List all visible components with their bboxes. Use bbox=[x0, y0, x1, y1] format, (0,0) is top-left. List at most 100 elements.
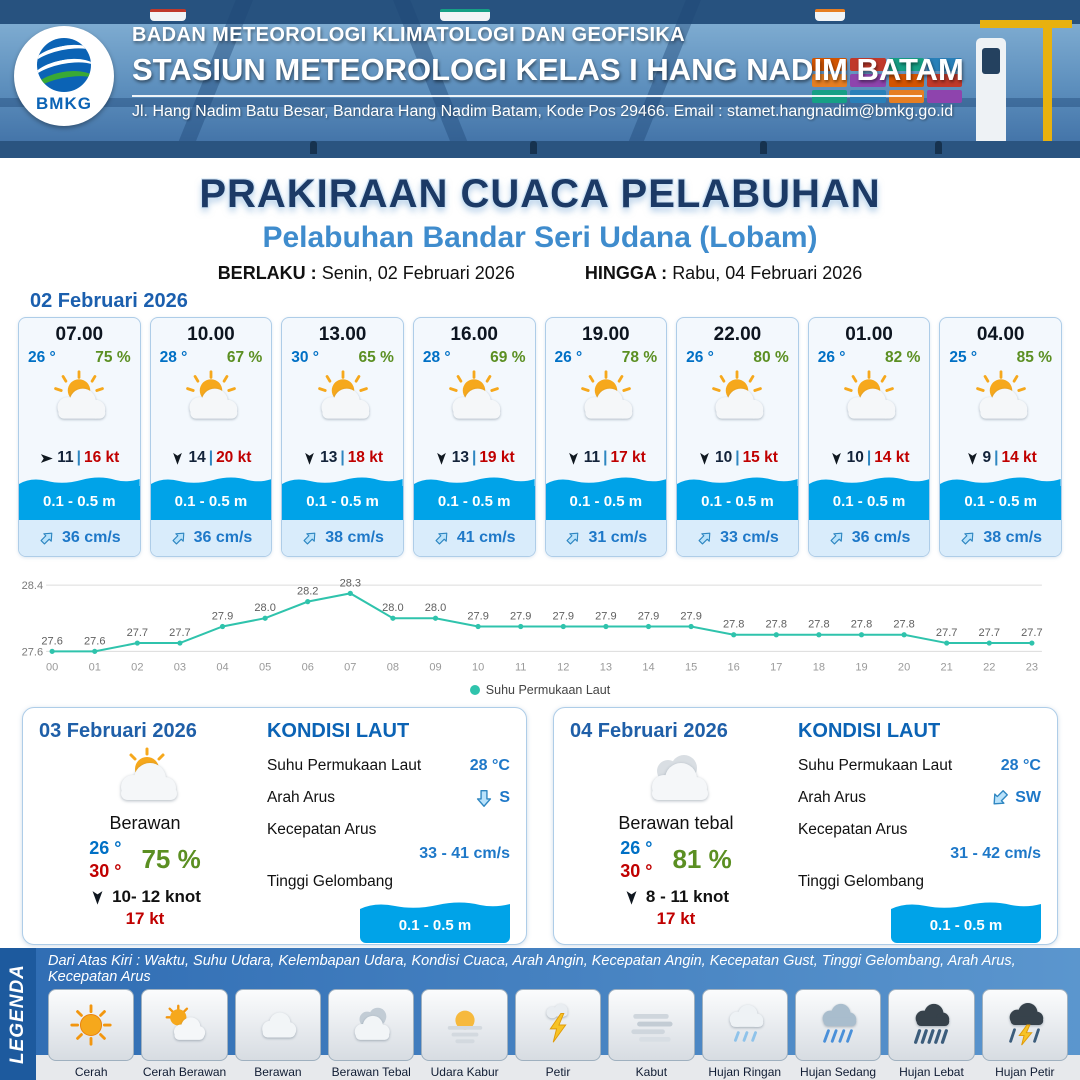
svg-text:27.8: 27.8 bbox=[808, 619, 829, 631]
gust-speed: 17 kt bbox=[610, 449, 646, 466]
daily-forecast-section: 03 Februari 2026 Berawan 26 ° 30 ° bbox=[22, 707, 1058, 946]
sun-cloud-icon bbox=[449, 370, 501, 419]
day-forecast-card: 03 Februari 2026 Berawan 26 ° 30 ° bbox=[22, 707, 527, 946]
wind-speed: 11 bbox=[57, 449, 74, 466]
temp-humidity-row: 26 ° 82 % bbox=[809, 346, 930, 367]
sun-cloud-icon bbox=[54, 370, 106, 419]
wind-direction-icon bbox=[170, 451, 185, 466]
wind-speed: 13 bbox=[451, 449, 469, 466]
wave-crest bbox=[545, 477, 667, 486]
wind-speed: 10 bbox=[846, 449, 864, 466]
sst-chart-section: 28.4 27.6 27.6 00 27.6 01 27.7 02 27.7 03 27.9 04 28… bbox=[20, 565, 1060, 697]
legend-section: LEGENDA Dari Atas Kiri : Waktu, Suhu Uda… bbox=[0, 948, 1080, 1080]
day-date: 04 Februari 2026 bbox=[570, 720, 728, 743]
current-direction-icon bbox=[297, 525, 322, 550]
hourly-forecast-card: 22.00 26 ° 80 % bbox=[676, 317, 799, 557]
day-weather-column: 03 Februari 2026 Berawan 26 ° 30 ° bbox=[39, 720, 251, 943]
svg-text:06: 06 bbox=[302, 661, 314, 673]
valid-label: BERLAKU : bbox=[217, 263, 317, 283]
svg-text:27.7: 27.7 bbox=[127, 627, 148, 639]
svg-text:27.8: 27.8 bbox=[893, 619, 914, 631]
chart-legend: Suhu Permukaan Laut bbox=[20, 683, 1060, 697]
temp-max: 30 ° bbox=[620, 860, 653, 881]
wind-info: 9 | 14 kt bbox=[940, 449, 1061, 474]
legend-item: Udara Kabur bbox=[421, 989, 508, 1080]
svg-text:27.8: 27.8 bbox=[766, 619, 787, 631]
header-banner: BMKG BADAN METEOROLOGI KLIMATOLOGI DAN G… bbox=[0, 0, 1080, 158]
svg-text:19: 19 bbox=[855, 661, 867, 673]
temp-humidity-row: 26 ° 80 % bbox=[677, 346, 798, 367]
wind-separator: | bbox=[76, 449, 81, 466]
svg-text:27.9: 27.9 bbox=[680, 610, 701, 622]
forecast-time: 07.00 bbox=[55, 324, 104, 345]
svg-text:05: 05 bbox=[259, 661, 271, 673]
sea-conditions-title: KONDISI LAUT bbox=[266, 720, 410, 743]
svg-text:18: 18 bbox=[813, 661, 825, 673]
day-temps: 26 ° 30 ° 75 % bbox=[39, 837, 251, 882]
current-speed: 41 cm/s bbox=[456, 529, 516, 546]
humidity-value: 82 % bbox=[885, 349, 921, 366]
humidity-value: 85 % bbox=[1016, 349, 1052, 366]
wave-height-value: 0.1 - 0.5 m bbox=[306, 493, 379, 510]
forecast-time: 22.00 bbox=[713, 324, 762, 345]
legend-item: Hujan Sedang bbox=[794, 989, 882, 1080]
wave-height-band: 0.1 - 0.5 m bbox=[19, 474, 140, 520]
humidity-value: 69 % bbox=[490, 349, 526, 366]
wave-height-value: 0.1 - 0.5 m bbox=[174, 493, 248, 510]
wave-height-band: 0.1 - 0.5 m bbox=[150, 474, 272, 520]
day-gust: 17 kt bbox=[125, 909, 165, 929]
humidity-value: 67 % bbox=[226, 349, 263, 366]
day-wind-speed: 8 - 11 knot bbox=[645, 887, 730, 907]
validity-period: BERLAKU : Senin, 02 Februari 2026 HINGGA… bbox=[0, 263, 1080, 284]
legend-item: Cerah bbox=[48, 989, 135, 1080]
fog-icon bbox=[631, 1013, 673, 1042]
svg-text:27.7: 27.7 bbox=[979, 627, 1000, 639]
temp-min: 26 ° bbox=[620, 838, 653, 859]
heavy-rain-icon bbox=[914, 1003, 950, 1044]
wave-height-value: 0.1 - 0.5 m bbox=[569, 493, 643, 510]
current-speed: 31 cm/s bbox=[588, 529, 648, 546]
svg-text:08: 08 bbox=[387, 661, 399, 673]
light-rain-icon bbox=[729, 1004, 763, 1042]
legend-item: Berawan bbox=[234, 989, 322, 1080]
current-dir-label: Arah Arus bbox=[797, 789, 866, 807]
hourly-forecast-card: 16.00 28 ° 69 % bbox=[412, 317, 536, 557]
temp-humidity-row: 28 ° 67 % bbox=[151, 346, 272, 367]
wind-separator: | bbox=[208, 449, 214, 466]
current-info: 36 cm/s bbox=[19, 520, 140, 556]
svg-text:13: 13 bbox=[600, 661, 612, 673]
svg-text:27.6: 27.6 bbox=[84, 635, 105, 647]
sun-cloud-icon bbox=[975, 370, 1027, 419]
wave-crest bbox=[282, 477, 403, 486]
hourly-forecast-card: 07.00 26 ° 75 % bbox=[18, 317, 141, 557]
svg-text:15: 15 bbox=[685, 661, 697, 673]
sst-label: Suhu Permukaan Laut bbox=[797, 757, 953, 775]
temp-humidity-row: 26 ° 75 % bbox=[19, 346, 140, 367]
svg-text:03: 03 bbox=[174, 661, 186, 673]
gust-speed: 14 kt bbox=[1001, 449, 1037, 466]
day-date: 03 Februari 2026 bbox=[39, 720, 197, 743]
legend-dot-icon bbox=[469, 685, 480, 696]
svg-text:04: 04 bbox=[216, 661, 228, 673]
current-info: 31 cm/s bbox=[545, 520, 667, 556]
svg-text:01: 01 bbox=[89, 661, 101, 673]
forecast-time: 01.00 bbox=[845, 324, 893, 345]
wind-info: 10 | 15 kt bbox=[677, 449, 798, 474]
current-speed: 36 cm/s bbox=[61, 529, 121, 546]
svg-text:27.7: 27.7 bbox=[1021, 627, 1042, 639]
wave-crest bbox=[808, 477, 930, 486]
svg-text:27.7: 27.7 bbox=[169, 627, 190, 639]
wave-height-value: 0.1 - 0.5 m bbox=[701, 493, 774, 510]
thunderstorm-icon bbox=[1009, 1002, 1044, 1046]
wind-info: 11 | 17 kt bbox=[546, 449, 667, 474]
current-info: 33 cm/s bbox=[677, 520, 798, 556]
sea-conditions-title: KONDISI LAUT bbox=[797, 720, 941, 743]
svg-text:28.4: 28.4 bbox=[22, 580, 43, 592]
current-direction-icon bbox=[34, 525, 59, 550]
humidity-value: 65 % bbox=[358, 349, 394, 366]
lightning-icon bbox=[546, 1003, 568, 1043]
wind-separator: | bbox=[471, 449, 477, 466]
hourly-cards-row: 07.00 26 ° 75 % bbox=[18, 317, 1062, 557]
wind-info: 14 | 20 kt bbox=[151, 449, 272, 474]
svg-text:16: 16 bbox=[728, 661, 740, 673]
